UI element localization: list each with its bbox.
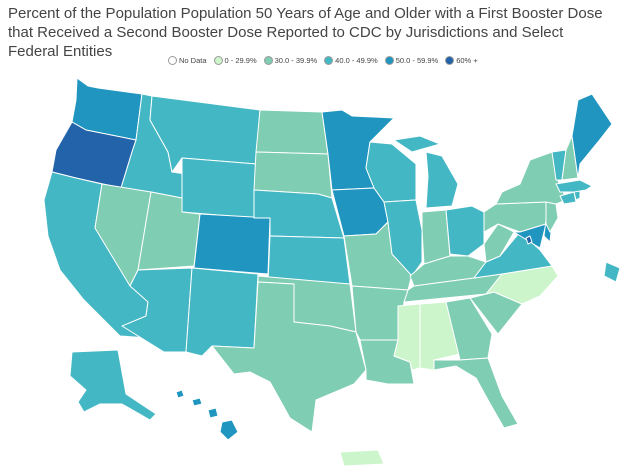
legend-swatch-60-plus	[445, 55, 455, 65]
state-indiana[interactable]	[421, 209, 451, 265]
state-alaska[interactable]	[69, 349, 157, 421]
legend-item-no-data[interactable]: No Data	[168, 55, 207, 65]
state-hawaii-big[interactable]	[219, 419, 239, 441]
legend-swatch-50-59	[384, 55, 394, 65]
state-north-dakota[interactable]	[255, 109, 329, 155]
state-hawaii-kauai[interactable]	[175, 389, 185, 399]
legend-label-50-59: 50.0 - 59.9%	[395, 55, 439, 65]
state-west-virginia[interactable]	[483, 223, 515, 263]
state-michigan-up[interactable]	[393, 135, 441, 153]
legend-item-50-59[interactable]: 50.0 - 59.9%	[384, 55, 439, 65]
legend-label-40-49: 40.0 - 49.9%	[335, 55, 378, 65]
legend-item-40-49[interactable]: 40.0 - 49.9%	[324, 55, 378, 65]
legend-label-0-29: 0 - 29.9%	[224, 55, 257, 65]
state-illinois[interactable]	[383, 199, 423, 277]
state-colorado[interactable]	[193, 213, 271, 275]
state-connecticut[interactable]	[559, 191, 577, 205]
map-title: Percent of the Population Population 50 …	[8, 5, 603, 60]
legend-swatch-30-39	[263, 55, 273, 65]
state-texas[interactable]	[211, 281, 367, 433]
legend-label-60-plus: 60% +	[456, 55, 478, 65]
state-ohio[interactable]	[445, 205, 485, 257]
state-kansas[interactable]	[267, 235, 351, 285]
state-michigan[interactable]	[425, 151, 459, 209]
legend-label-30-39: 30.0 - 39.9%	[274, 55, 318, 65]
territory-puerto-rico[interactable]	[339, 449, 385, 467]
map-legend: No Data 0 - 29.9% 30.0 - 39.9% 40.0 - 49…	[168, 53, 478, 67]
state-maine[interactable]	[571, 93, 613, 179]
legend-label-no-data: No Data	[179, 55, 207, 65]
legend-item-30-39[interactable]: 30.0 - 39.9%	[263, 55, 318, 65]
legend-swatch-40-49	[324, 55, 334, 65]
legend-swatch-no-data	[168, 55, 177, 65]
state-dc[interactable]	[525, 235, 533, 245]
territory-us-virgin-islands[interactable]	[603, 261, 621, 283]
state-georgia[interactable]	[445, 297, 493, 361]
state-new-jersey[interactable]	[545, 201, 559, 233]
legend-swatch-0-29	[213, 55, 223, 65]
state-new-mexico[interactable]	[185, 267, 259, 357]
legend-item-0-29[interactable]: 0 - 29.9%	[213, 55, 257, 65]
state-wyoming[interactable]	[181, 157, 257, 219]
state-hawaii-oahu[interactable]	[191, 397, 203, 407]
state-hawaii-maui[interactable]	[207, 407, 219, 419]
state-massachusetts[interactable]	[555, 179, 593, 193]
legend-item-60-plus[interactable]: 60% +	[445, 55, 478, 65]
state-florida[interactable]	[433, 357, 519, 429]
